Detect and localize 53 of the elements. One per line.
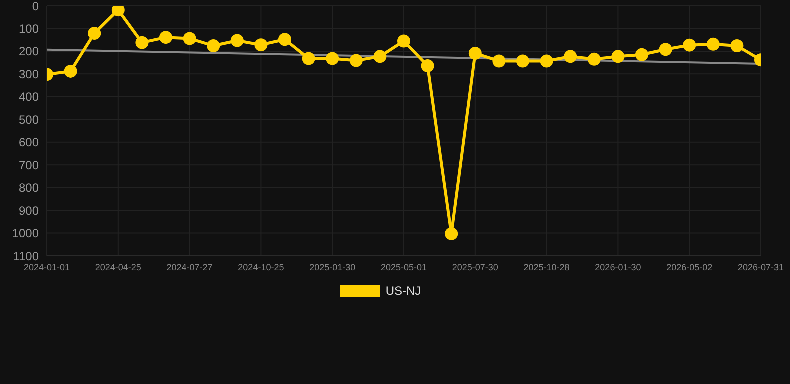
x-tick-label: 2026-07-31 <box>738 262 784 272</box>
point <box>659 43 672 56</box>
y-tick-label: 300 <box>18 67 40 82</box>
point <box>136 36 149 50</box>
point <box>160 31 172 44</box>
point <box>88 27 102 40</box>
point <box>612 50 625 64</box>
point <box>540 54 554 68</box>
y-tick-label: 900 <box>18 204 40 218</box>
point <box>636 48 648 62</box>
x-tick-label: 2024-07-27 <box>166 262 213 272</box>
point <box>445 227 458 240</box>
x-tick-label: 2024-10-25 <box>238 262 284 272</box>
point <box>64 64 78 78</box>
y-tick-label: 1000 <box>12 226 40 241</box>
point <box>564 50 578 64</box>
point <box>516 54 530 68</box>
y-tick-label: 200 <box>18 44 40 59</box>
y-tick-label: 400 <box>18 90 40 104</box>
x-tick-label: 2024-04-25 <box>95 262 142 272</box>
point <box>683 38 696 52</box>
point <box>730 40 744 52</box>
point <box>468 47 482 60</box>
y-tick-label: 500 <box>18 112 40 127</box>
y-tick-label: 800 <box>18 181 40 196</box>
point <box>492 54 506 68</box>
x-tick-label: 2025-10-28 <box>524 262 570 272</box>
x-tick-label: 2026-01-30 <box>595 262 642 272</box>
point <box>112 6 125 17</box>
point <box>278 33 292 46</box>
point <box>398 34 410 48</box>
y-tick-label: 600 <box>18 136 40 150</box>
point <box>326 52 340 66</box>
point <box>207 40 220 52</box>
point <box>230 34 244 48</box>
point <box>183 32 196 46</box>
point <box>374 50 387 64</box>
point <box>588 52 601 66</box>
point <box>350 54 363 68</box>
y-tick-label: 0 <box>32 0 40 14</box>
y-tick-label: 100 <box>18 22 40 36</box>
y-tick-label: 1100 <box>13 249 40 264</box>
legend-label: US-NJ <box>386 284 422 298</box>
point <box>706 38 720 51</box>
x-tick-label: 2024-01-01 <box>24 262 70 272</box>
point <box>421 60 434 72</box>
point <box>302 52 316 66</box>
x-tick-label: 2025-07-30 <box>452 262 498 272</box>
x-tick-label: 2025-05-01 <box>380 262 428 272</box>
x-tick-label: 2026-05-02 <box>666 262 713 272</box>
x-tick-label: 2025-01-30 <box>310 262 356 272</box>
point <box>254 38 268 52</box>
y-tick-label: 700 <box>18 158 40 172</box>
